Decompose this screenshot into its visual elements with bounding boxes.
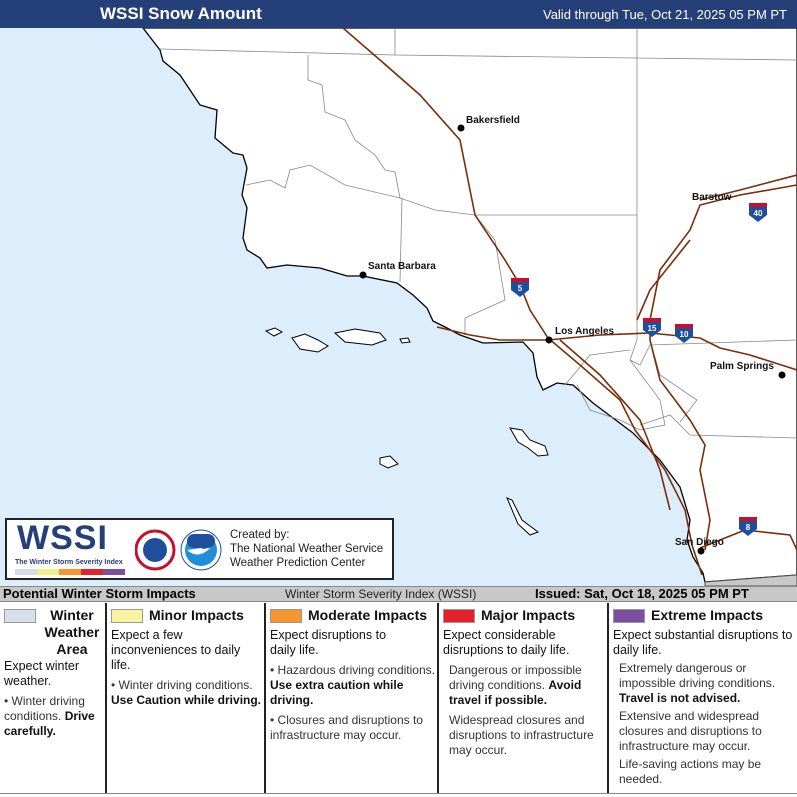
i5-shield-icon: 5 <box>511 278 529 297</box>
category-note: • Winter driving conditions. Use Caution… <box>111 678 262 707</box>
category-summary: Expect considerable disruptions to daily… <box>443 628 570 657</box>
shields: 5 15 10 40 8 <box>511 203 767 536</box>
legend-moderate-impacts: Moderate Impacts Expect disruptions to d… <box>266 603 438 793</box>
city-dot-palm-springs <box>778 371 786 379</box>
city-label-los-angeles: Los Angeles <box>555 326 615 337</box>
wssi-color-scale <box>15 569 125 575</box>
category-name: Extreme Impacts <box>651 607 764 623</box>
i10 <box>547 332 797 371</box>
city-label-bakersfield: Bakersfield <box>466 115 520 126</box>
bottom-border <box>0 793 797 797</box>
category-summary: Expect a few inconveniences to daily lif… <box>111 628 241 672</box>
mexico <box>704 574 797 586</box>
index-name: Winter Storm Severity Index (WSSI) <box>285 587 477 601</box>
nws-noaa-logos-icon <box>135 529 222 571</box>
category-name: Winter Weather Area <box>44 607 100 657</box>
i8-shield-icon: 8 <box>739 517 757 536</box>
category-note: • Closures and disruptions to infrastruc… <box>270 713 423 742</box>
category-note: • Winter driving conditions. Drive caref… <box>4 694 95 738</box>
divider <box>437 603 439 793</box>
i15 <box>649 184 797 551</box>
city-dot-los-angeles <box>545 336 553 344</box>
divider <box>607 603 609 793</box>
header-bar: WSSI Snow Amount Valid through Tue, Oct … <box>0 0 797 28</box>
svg-text:15: 15 <box>648 324 657 333</box>
swatch <box>443 609 475 623</box>
category-note: Extremely dangerous or impossible drivin… <box>619 661 776 705</box>
city-dot-bakersfield <box>457 124 465 132</box>
city-label-san-diego: San Diego <box>675 537 724 548</box>
hwy-north <box>559 339 671 511</box>
svg-text:5: 5 <box>518 284 523 293</box>
credit-line: The National Weather Service <box>230 543 384 555</box>
land <box>142 28 797 583</box>
islands <box>264 327 549 536</box>
category-name: Minor Impacts <box>149 607 244 623</box>
credit-line: Weather Prediction Center <box>230 557 366 569</box>
us101 <box>436 326 548 341</box>
county-lines <box>159 28 797 439</box>
map-title: WSSI Snow Amount <box>100 4 262 23</box>
city-label-barstow: Barstow <box>692 192 732 203</box>
legend-winter-weather-area: Winter Weather Area Expect winter weathe… <box>0 603 105 793</box>
highways <box>342 28 797 576</box>
i15-upper <box>636 239 691 321</box>
legend-major-impacts: Major Impacts Expect considerable disrup… <box>439 603 608 793</box>
category-note: Extensive and widespread closures and di… <box>619 709 762 753</box>
legend-extreme-impacts: Extreme Impacts Expect substantial disru… <box>609 603 797 793</box>
wssi-tagline: The Winter Storm Severity Index <box>15 559 123 566</box>
legend-title-bar: Potential Winter Storm Impacts Winter St… <box>0 586 797 602</box>
i40 <box>699 174 797 201</box>
swatch <box>4 609 36 623</box>
legend-minor-impacts: Minor Impacts Expect a few inconvenience… <box>107 603 265 793</box>
city-dot-santa-barbara <box>359 271 367 279</box>
legend-title: Potential Winter Storm Impacts <box>3 586 196 601</box>
divider <box>105 603 107 793</box>
category-name: Major Impacts <box>481 607 576 623</box>
credit-line: Created by: <box>230 529 290 541</box>
category-note: Widespread closures and disruptions to i… <box>449 713 594 757</box>
swatch <box>111 609 143 623</box>
wssi-logo: WSSI <box>17 519 108 557</box>
divider <box>264 603 266 793</box>
category-name: Moderate Impacts <box>308 607 428 623</box>
category-summary: Expect winter weather. <box>4 659 80 688</box>
category-note: Dangerous or impossible driving conditio… <box>449 663 582 707</box>
cities: Bakersfield Barstow Santa Barbara Los An… <box>359 115 786 555</box>
issued-time: Issued: Sat, Oct 18, 2025 05 PM PT <box>535 586 749 601</box>
swatch <box>270 609 302 623</box>
category-note: Life-saving actions may be needed. <box>619 757 762 786</box>
valid-time: Valid through Tue, Oct 21, 2025 05 PM PT <box>542 7 787 22</box>
city-label-santa-barbara: Santa Barbara <box>368 261 436 272</box>
credits-text: Created by: The National Weather Service… <box>230 528 383 570</box>
svg-text:8: 8 <box>746 523 751 532</box>
i10-shield-icon: 10 <box>675 324 693 343</box>
credits-box: WSSI The Winter Storm Severity Index Cre… <box>5 518 394 580</box>
i15-shield-icon: 15 <box>643 318 661 337</box>
swatch <box>613 609 645 623</box>
category-summary: Expect substantial disruptions to daily … <box>613 628 793 657</box>
map[interactable]: 5 15 10 40 8 Bakersfield Barstow Santa B… <box>0 28 797 586</box>
category-summary: Expect disruptions to daily life. <box>270 628 387 657</box>
svg-text:10: 10 <box>680 330 689 339</box>
city-dot-san-diego <box>697 547 705 555</box>
city-label-palm-springs: Palm Springs <box>710 361 774 372</box>
category-note: • Hazardous driving conditions. Use extr… <box>270 663 435 707</box>
svg-text:40: 40 <box>754 209 763 218</box>
i40-shield-icon: 40 <box>749 203 767 222</box>
i5 <box>342 28 703 576</box>
